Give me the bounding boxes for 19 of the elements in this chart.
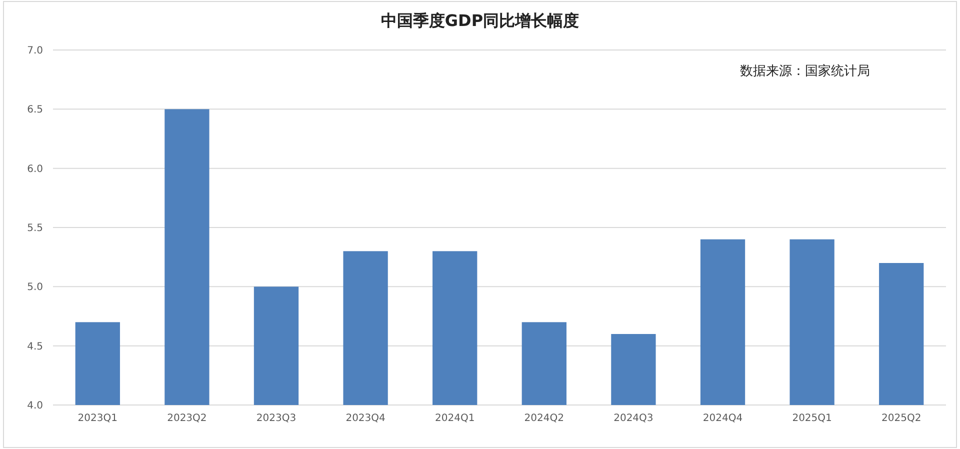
x-tick-label: 2023Q1	[78, 413, 118, 424]
y-tick-label: 5.5	[27, 223, 43, 234]
chart-title: 中国季度GDP同比增长幅度	[380, 11, 580, 30]
x-tick-label: 2024Q2	[524, 413, 564, 424]
x-tick-label: 2024Q3	[614, 413, 654, 424]
x-tick-label: 2024Q1	[435, 413, 475, 424]
y-tick-label: 6.5	[27, 104, 43, 116]
y-tick-label: 4.0	[27, 400, 43, 412]
x-tick-label: 2025Q1	[792, 413, 832, 424]
y-tick-label: 6.0	[27, 164, 43, 175]
x-tick-label: 2023Q4	[346, 413, 386, 424]
x-tick-label: 2023Q3	[256, 413, 296, 424]
x-tick-label: 2024Q4	[702, 413, 743, 424]
y-tick-label: 7.0	[27, 46, 43, 56]
x-tick-label: 2025Q2	[882, 413, 922, 424]
x-tick-label: 2023Q2	[167, 413, 207, 424]
annotation: 数据来源：国家统计局	[740, 63, 870, 79]
y-tick-label: 4.5	[27, 341, 43, 352]
y-tick-label: 5.0	[27, 282, 43, 294]
